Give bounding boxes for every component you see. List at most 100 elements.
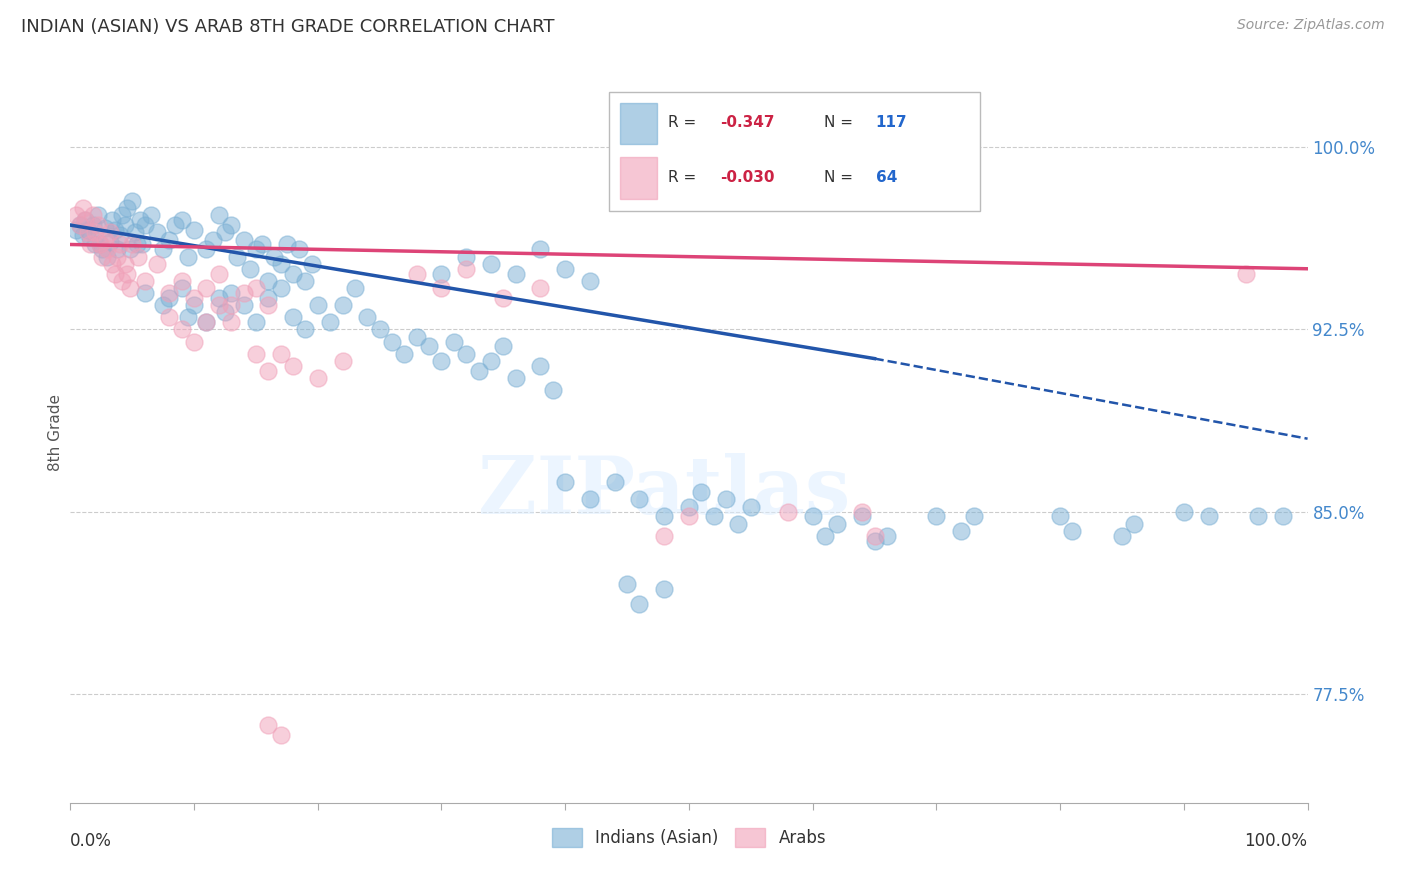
Point <box>152 298 174 312</box>
Point <box>91 243 114 257</box>
Point <box>82 208 104 222</box>
Point <box>105 250 128 264</box>
Point <box>98 235 121 249</box>
Point <box>183 291 205 305</box>
Point <box>121 237 143 252</box>
Point <box>505 371 527 385</box>
Point <box>529 243 551 257</box>
Point <box>1234 267 1257 281</box>
Point <box>727 516 749 531</box>
Point <box>127 237 149 252</box>
Point <box>1173 504 1195 518</box>
Point <box>276 237 298 252</box>
Point <box>146 257 169 271</box>
Point <box>1247 509 1270 524</box>
Text: Source: ZipAtlas.com: Source: ZipAtlas.com <box>1237 18 1385 32</box>
Point <box>177 250 200 264</box>
Point <box>714 492 737 507</box>
Point <box>288 243 311 257</box>
Point <box>281 310 304 325</box>
Point <box>79 230 101 244</box>
Point <box>925 509 948 524</box>
Point <box>89 237 111 252</box>
Point <box>114 257 136 271</box>
Point <box>79 237 101 252</box>
Point <box>294 274 316 288</box>
Point <box>72 201 94 215</box>
Point <box>294 322 316 336</box>
Legend: Indians (Asian), Arabs: Indians (Asian), Arabs <box>546 822 832 854</box>
Point <box>94 233 117 247</box>
Point <box>208 208 231 222</box>
Point <box>105 243 128 257</box>
Point <box>195 315 218 329</box>
Point <box>263 250 285 264</box>
Point <box>82 218 104 232</box>
Point <box>418 339 440 353</box>
Point <box>801 509 824 524</box>
Point <box>115 201 138 215</box>
Point <box>950 524 973 538</box>
Point <box>814 529 837 543</box>
Point <box>456 250 478 264</box>
Point <box>108 227 131 242</box>
Point <box>219 315 242 329</box>
Point <box>208 291 231 305</box>
Point <box>332 298 354 312</box>
Point <box>281 267 304 281</box>
Point <box>245 347 267 361</box>
Point <box>170 281 193 295</box>
Point <box>1271 509 1294 524</box>
Point <box>616 577 638 591</box>
Point <box>405 267 427 281</box>
Point <box>245 243 267 257</box>
Point <box>108 237 131 252</box>
Text: 100.0%: 100.0% <box>1244 832 1308 850</box>
Point <box>270 257 292 271</box>
Point <box>124 225 146 239</box>
Point <box>183 223 205 237</box>
Point <box>603 475 626 490</box>
Point <box>214 225 236 239</box>
Point <box>628 597 651 611</box>
Point <box>554 475 576 490</box>
Point <box>529 359 551 373</box>
Point <box>134 286 156 301</box>
Point <box>239 261 262 276</box>
Point <box>776 504 799 518</box>
Point <box>114 218 136 232</box>
Point <box>876 529 898 543</box>
Point <box>232 233 254 247</box>
Point <box>863 533 886 548</box>
Point <box>195 281 218 295</box>
Point <box>170 213 193 227</box>
Point <box>319 315 342 329</box>
Point <box>1198 509 1220 524</box>
Point <box>678 500 700 514</box>
Point <box>65 208 87 222</box>
Point <box>430 354 453 368</box>
Point <box>479 354 502 368</box>
Point <box>128 213 150 227</box>
Point <box>121 194 143 208</box>
Point <box>430 281 453 295</box>
Point <box>270 281 292 295</box>
Point <box>307 371 329 385</box>
Point <box>456 347 478 361</box>
Point <box>332 354 354 368</box>
Point <box>86 208 108 222</box>
Point <box>1062 524 1084 538</box>
Point <box>652 509 675 524</box>
Point <box>505 267 527 281</box>
Point <box>111 208 134 222</box>
Point <box>170 322 193 336</box>
Point <box>96 250 118 264</box>
Point <box>76 225 98 239</box>
Point <box>183 298 205 312</box>
Point <box>690 485 713 500</box>
Point <box>307 298 329 312</box>
Point <box>183 334 205 349</box>
Point <box>69 218 91 232</box>
Point <box>443 334 465 349</box>
Point <box>226 250 249 264</box>
